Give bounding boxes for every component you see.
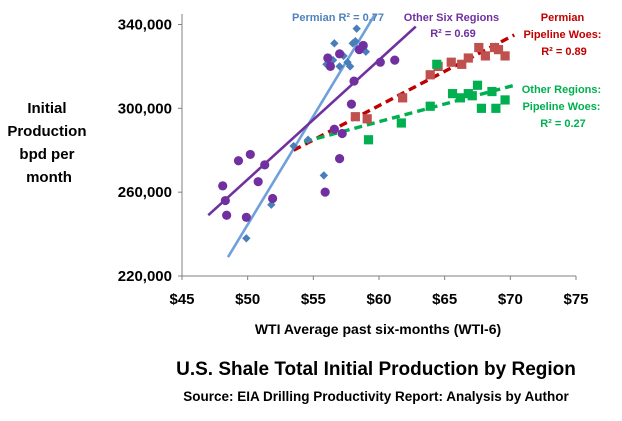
point-permian-pipeline-woes	[457, 59, 467, 69]
point-other-six-regions	[241, 212, 251, 222]
annotation-line: Other Regions:	[522, 84, 601, 96]
point-permian-pipeline-woes	[362, 114, 372, 124]
point-permian	[361, 47, 371, 56]
y-axis-title-line: month	[26, 169, 72, 186]
annotation-other-regions-pipeline-woes: Other Regions: Pipeline Woes: R² = 0.27	[522, 84, 605, 130]
point-permian-pipeline-woes	[350, 112, 360, 122]
point-other-six-regions	[337, 128, 347, 139]
x-tick-label: $50	[235, 291, 260, 308]
annotation-line: Other Six Regions	[404, 12, 499, 24]
point-other-six-regions	[349, 76, 359, 86]
point-other-regions-pipeline-woes	[455, 93, 466, 103]
tick-marks	[178, 23, 577, 280]
point-other-six-regions	[233, 156, 244, 166]
point-permian	[319, 171, 329, 180]
y-tick-label: 300,000	[118, 100, 172, 117]
point-permian-pipeline-woes	[474, 42, 484, 53]
point-other-six-regions	[358, 40, 368, 51]
chart-title: U.S. Shale Total Initial Production by R…	[176, 359, 576, 380]
y-tick-labels: 220,000 260,000 300,000 340,000	[118, 16, 172, 285]
point-permian-pipeline-woes	[500, 51, 510, 61]
point-other-regions-pipeline-woes	[467, 91, 477, 101]
chart-subtitle: Source: EIA Drilling Productivity Report…	[183, 389, 569, 404]
point-other-regions-pipeline-woes	[363, 135, 374, 145]
point-permian	[289, 141, 298, 151]
trendline-other-regions-pipeline-woes	[303, 83, 515, 144]
point-permian	[352, 24, 361, 33]
x-tick-label: $65	[432, 291, 457, 308]
point-permian-pipeline-woes	[463, 53, 473, 63]
point-other-six-regions	[346, 99, 357, 109]
point-other-regions-pipeline-woes	[472, 80, 483, 90]
point-other-regions-pipeline-woes	[487, 86, 497, 97]
point-other-six-regions	[253, 177, 263, 187]
y-axis-title-line: Initial	[27, 100, 66, 117]
point-other-six-regions	[218, 181, 228, 191]
point-other-six-regions	[222, 210, 232, 220]
point-other-six-regions	[335, 154, 345, 164]
annotation-line: Pipeline Woes:	[522, 101, 600, 113]
y-axis-title-line: Production	[7, 123, 86, 140]
point-permian	[335, 62, 344, 71]
y-tick-label: 220,000	[118, 268, 172, 285]
x-axis-title: WTI Average past six-months (WTI-6)	[255, 321, 501, 337]
y-axis-title: Initial Production bpd per month	[7, 100, 90, 186]
trendline-permian	[226, 14, 377, 258]
point-other-six-regions	[320, 187, 330, 197]
point-permian-pipeline-woes	[446, 57, 456, 67]
point-other-six-regions	[335, 49, 345, 59]
point-other-six-regions	[329, 124, 339, 134]
point-other-regions-pipeline-woes	[432, 59, 442, 69]
data-points	[218, 24, 510, 243]
y-tick-label: 260,000	[118, 184, 172, 201]
point-permian-pipeline-woes	[425, 70, 435, 80]
point-other-six-regions	[325, 61, 336, 71]
point-other-regions-pipeline-woes	[491, 103, 501, 113]
point-permian	[242, 234, 251, 243]
annotation-line: Pipeline Woes:	[523, 29, 601, 41]
annotation-line: R² = 0.27	[540, 118, 586, 130]
point-other-regions-pipeline-woes	[447, 89, 458, 99]
point-permian	[303, 135, 313, 144]
point-permian	[351, 37, 360, 46]
x-tick-label: $75	[563, 291, 588, 308]
point-other-six-regions	[220, 195, 230, 206]
point-permian-pipeline-woes	[480, 51, 490, 61]
point-other-six-regions	[260, 160, 270, 170]
annotation-line: R² = 0.89	[541, 46, 587, 58]
point-other-six-regions	[268, 193, 278, 204]
point-other-regions-pipeline-woes	[396, 118, 406, 128]
point-other-regions-pipeline-woes	[425, 101, 435, 111]
point-permian-pipeline-woes	[493, 45, 504, 55]
point-other-six-regions	[323, 53, 333, 63]
y-axis-title-line: bpd per	[19, 146, 74, 163]
annotation-line: Permian	[541, 12, 585, 24]
y-tick-label: 340,000	[118, 16, 172, 33]
annotation-permian-pipeline-woes: Permian Pipeline Woes: R² = 0.89	[523, 12, 604, 58]
x-tick-label: $55	[301, 291, 326, 308]
x-tick-label: $70	[498, 291, 523, 308]
annotation-other-six-regions: Other Six Regions R² = 0.69	[404, 12, 502, 40]
point-permian-pipeline-woes	[398, 93, 408, 103]
x-tick-labels: $45 $50 $55 $60 $65 $70 $75	[169, 291, 588, 308]
annotation-permian-r2: Permian R² = 0.77	[292, 12, 384, 24]
x-tick-label: $45	[169, 291, 194, 308]
point-other-regions-pipeline-woes	[476, 103, 487, 113]
x-tick-label: $60	[366, 291, 391, 308]
point-permian	[330, 39, 339, 48]
point-permian	[345, 62, 355, 71]
point-other-six-regions	[245, 149, 255, 160]
point-other-regions-pipeline-woes	[500, 95, 510, 105]
annotation-line: R² = 0.69	[430, 28, 476, 40]
point-other-six-regions	[375, 57, 385, 67]
point-other-six-regions	[390, 55, 400, 65]
